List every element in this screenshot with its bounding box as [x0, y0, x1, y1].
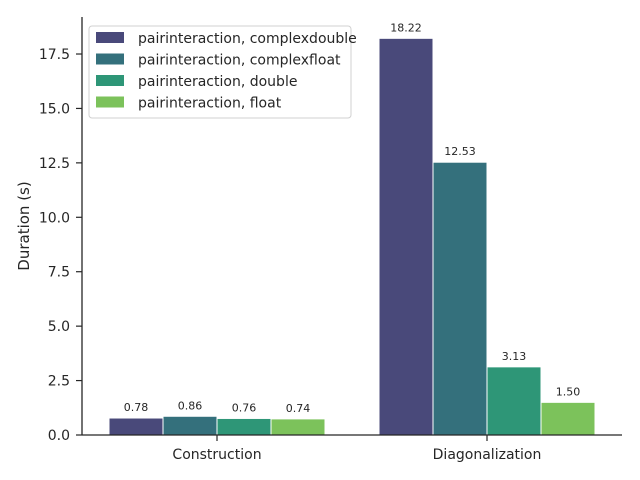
x-ticks-layer: Construction Diagonalization	[172, 435, 541, 463]
legend-label-series-2: pairinteraction, complexfloat	[138, 53, 341, 69]
y-tick-label: 12.5	[39, 156, 70, 172]
y-axis-title: Duration (s)	[15, 181, 33, 270]
bar-diagonalization-series-1	[378, 37, 434, 436]
axes-layer	[81, 17, 622, 436]
y-ticks-layer: 0.0 2.5 5.0 7.5 10.0 12.5 15.0 17.5	[39, 47, 82, 444]
data-label-diagonalization-series-3: 3.13	[502, 350, 527, 363]
bar-diagonalization-series-2	[432, 161, 488, 436]
y-tick-label: 2.5	[48, 374, 70, 390]
bar-diagonalization-series-3	[486, 366, 542, 436]
bars-layer	[108, 37, 596, 436]
legend-swatch-series-4	[96, 96, 124, 108]
y-tick-label: 0.0	[48, 428, 70, 444]
y-tick-label: 5.0	[48, 319, 70, 335]
data-labels-layer: 0.78 0.86 0.76 0.74 18.22 12.53 3.13 1.50	[124, 21, 581, 415]
data-label-construction-series-2: 0.86	[178, 399, 203, 412]
legend-label-series-1: pairinteraction, complexdouble	[138, 31, 357, 47]
data-label-diagonalization-series-1: 18.22	[390, 21, 422, 34]
legend-label-series-3: pairinteraction, double	[138, 74, 297, 90]
data-label-construction-series-1: 0.78	[124, 401, 149, 414]
data-label-construction-series-3: 0.76	[232, 401, 257, 414]
y-tick-label: 17.5	[39, 47, 70, 63]
data-label-diagonalization-series-2: 12.53	[444, 145, 476, 158]
legend-frame	[88, 25, 352, 119]
bar-construction-series-1	[108, 417, 164, 436]
y-tick-label: 15.0	[39, 101, 70, 117]
legend-swatch-series-3	[96, 75, 124, 86]
legend: pairinteraction, complexdouble pairintera…	[88, 25, 357, 119]
y-tick-label: 10.0	[39, 210, 70, 226]
bar-construction-series-2	[162, 415, 218, 436]
data-label-construction-series-4: 0.74	[286, 402, 311, 415]
bar-construction-series-4	[270, 418, 326, 436]
bar-construction-series-3	[216, 417, 272, 436]
legend-label-series-4: pairinteraction, float	[138, 96, 282, 112]
legend-swatch-series-2	[96, 53, 124, 65]
y-tick-label: 7.5	[48, 265, 70, 281]
x-tick-label-diagonalization: Diagonalization	[433, 447, 542, 463]
legend-swatch-series-1	[96, 32, 124, 43]
data-label-diagonalization-series-4: 1.50	[556, 385, 581, 398]
bar-diagonalization-series-4	[540, 401, 596, 436]
x-tick-label-construction: Construction	[172, 447, 261, 463]
